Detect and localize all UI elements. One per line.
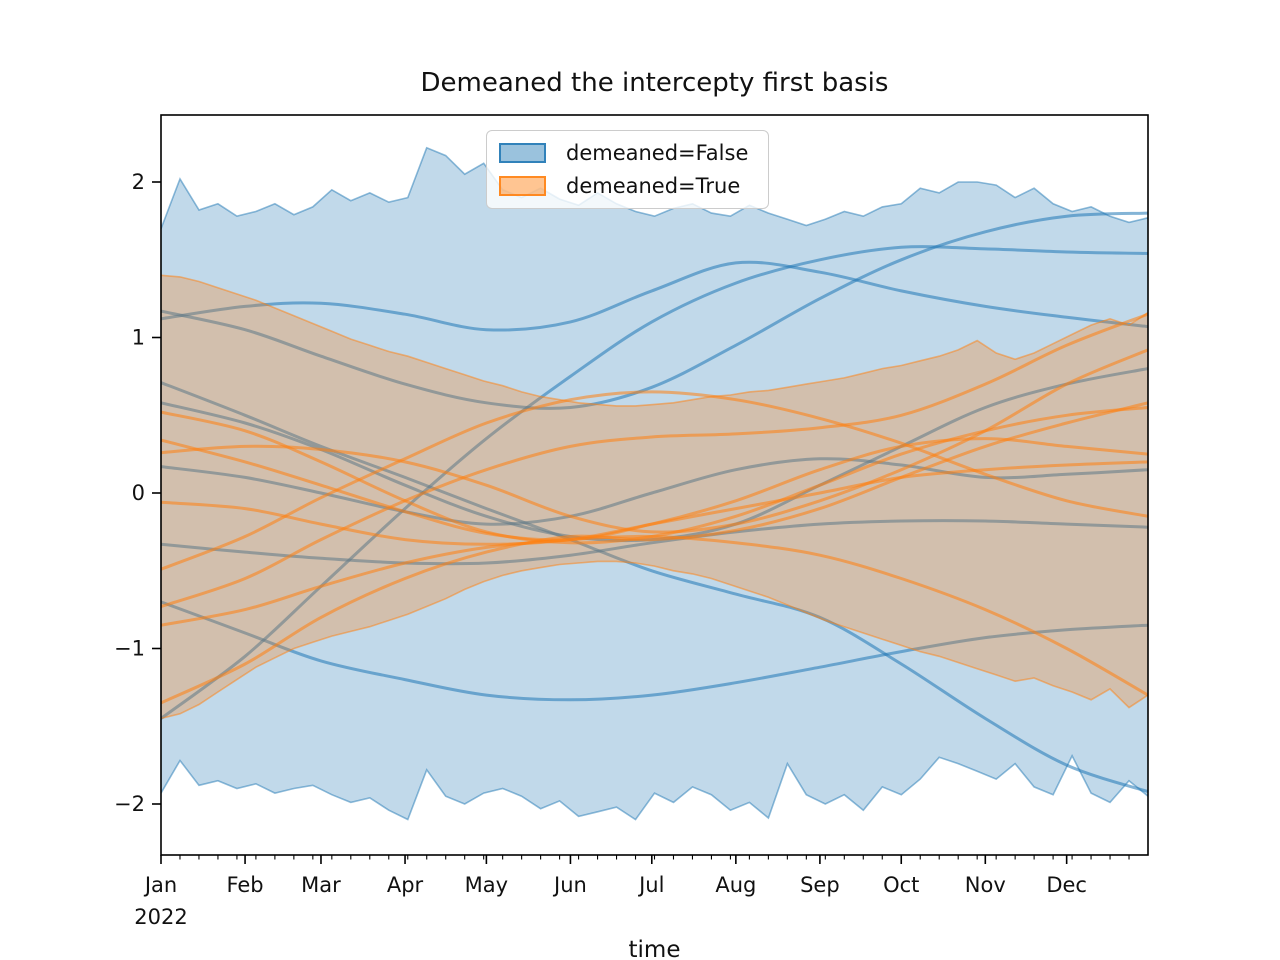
y-axis-ticks: 2 1 0 −1 −2 — [114, 170, 161, 816]
y-tick-label: 2 — [132, 170, 145, 194]
y-tick-label: −1 — [114, 637, 145, 661]
series-line-demeaned=False-6 — [161, 519, 1148, 566]
legend-label-0: demeaned=False — [566, 141, 749, 165]
legend-item-1: demeaned=True — [499, 174, 748, 198]
series-line-demeaned=True-7 — [161, 401, 1148, 705]
x-tick-label: Jan — [143, 873, 177, 897]
x-axis-ticks: Jan 2022 Feb Mar Apr May Jun Jul Aug Sep Oct Nov Dec — [134, 855, 1130, 929]
series-line-demeaned=True-5 — [161, 312, 1148, 608]
series-line-demeaned=True-6 — [161, 534, 1148, 697]
x-axis-label: time — [628, 937, 681, 960]
band-upper-edge-demeaned=True — [161, 274, 1148, 407]
series-line-demeaned=True-3 — [161, 460, 1148, 546]
x-tick-label: Jun — [552, 873, 587, 897]
series-line-demeaned=False-0 — [161, 211, 1148, 410]
series-line-demeaned=False-5 — [161, 457, 1148, 526]
x-tick-label: Oct — [883, 873, 919, 897]
chart-title: Demeaned the intercepty first basis — [420, 68, 889, 98]
series-line-demeaned=False-1 — [161, 260, 1148, 332]
x-tick-label: Mar — [301, 873, 341, 897]
legend-swatch-1 — [499, 176, 546, 196]
band-demeaned=True — [161, 275, 1148, 719]
plot-content — [161, 146, 1148, 821]
x-tick-label: Feb — [226, 873, 263, 897]
x-tick-label: Sep — [800, 873, 840, 897]
series-line-demeaned=True-2 — [161, 348, 1148, 534]
legend-item-0: demeaned=False — [499, 141, 748, 165]
x-tick-label: Apr — [387, 873, 424, 897]
x-tick-label: May — [465, 873, 508, 897]
y-tick-label: −2 — [114, 792, 145, 816]
legend-label-1: demeaned=True — [566, 174, 741, 198]
band-upper-edge-demeaned=False — [161, 146, 1148, 229]
band-lower-edge-demeaned=False — [161, 754, 1148, 821]
x-tick-label: Aug — [715, 873, 756, 897]
legend: demeaned=False demeaned=True — [486, 130, 770, 209]
x-tick-label: Jul — [637, 873, 664, 897]
series-line-demeaned=False-3 — [161, 381, 1148, 794]
x-tick-label: Dec — [1046, 873, 1087, 897]
band-lower-edge-demeaned=True — [161, 560, 1148, 720]
y-tick-label: 0 — [132, 481, 145, 505]
y-tick-label: 1 — [132, 326, 145, 350]
legend-swatch-0 — [499, 143, 546, 163]
x-tick-label: Nov — [965, 873, 1006, 897]
series-line-demeaned=False-7 — [161, 600, 1148, 702]
series-line-demeaned=True-4 — [161, 390, 1148, 571]
x-year-label: 2022 — [134, 905, 187, 929]
